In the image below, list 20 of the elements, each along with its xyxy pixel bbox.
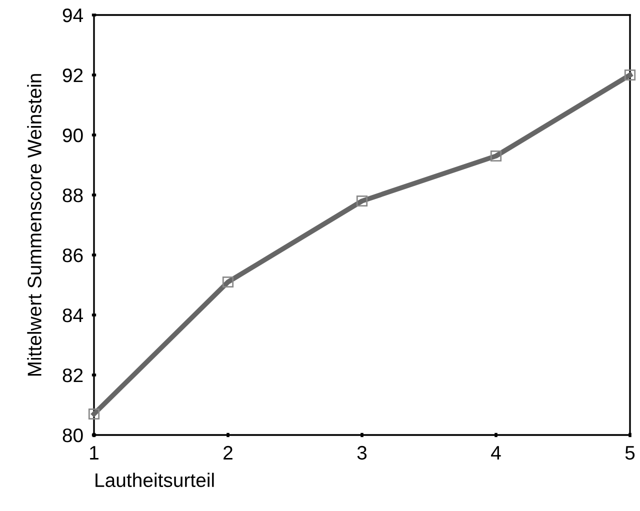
x-tick-label: 5 (625, 446, 635, 460)
y-tick-label: 86 (62, 248, 83, 262)
point (222, 276, 234, 288)
point (490, 150, 502, 162)
x-tick-label: 2 (224, 446, 232, 460)
y-tick-label: 82 (62, 368, 83, 382)
x-axis-title: Lautheitsurteil (96, 472, 214, 488)
y-tick-label: 84 (62, 308, 84, 322)
point (356, 195, 368, 207)
y-tick-label: 80 (62, 428, 83, 442)
y-axis-title: Mittelwert Summenscore Weinstein (27, 74, 42, 376)
y-tick-label: 90 (62, 128, 83, 142)
x-tick-label: 3 (357, 446, 367, 460)
point (88, 408, 100, 420)
x-tick-label: 1 (90, 446, 98, 460)
y-tick-label: 94 (62, 8, 84, 22)
y-tick-label: 88 (62, 188, 83, 202)
y-tick-label: 92 (62, 68, 83, 82)
x-tick-label: 4 (491, 446, 501, 460)
point (624, 69, 636, 81)
